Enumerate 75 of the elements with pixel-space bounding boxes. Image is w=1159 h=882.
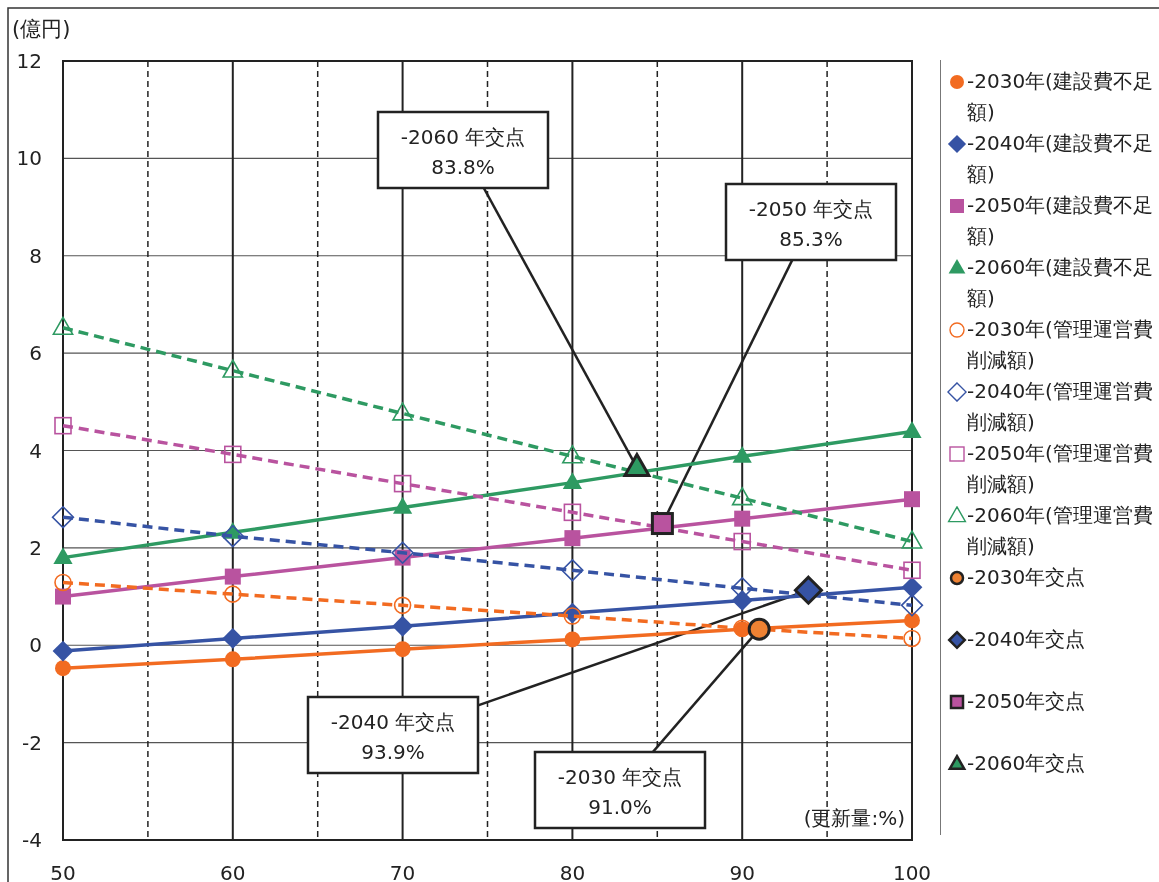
point (392, 615, 413, 637)
point (734, 510, 751, 527)
x-tick-label: 90 (729, 861, 755, 882)
point (901, 530, 923, 549)
x-tick-label: 50 (50, 861, 76, 882)
point (902, 421, 922, 438)
point (391, 541, 414, 564)
y-tick-label: -4 (22, 828, 42, 852)
y-tick-label: 0 (29, 633, 42, 658)
x-tick-label: 60 (220, 861, 246, 882)
point (731, 590, 753, 611)
point (562, 472, 582, 490)
point (51, 506, 75, 529)
point (54, 573, 72, 592)
annotation: -2040 年交点 93.9% (330, 710, 456, 764)
point (224, 651, 241, 668)
x-axis-title: (更新量:%) (803, 806, 905, 830)
legend-label: -2060年交点 (967, 750, 1086, 777)
legend-label: -2030年(建設費不足額) (967, 68, 1154, 126)
point (562, 445, 583, 464)
point (392, 402, 413, 421)
annotation: -2030 年交点 91.0% (557, 765, 683, 819)
y-tick-label: -2 (22, 730, 42, 755)
annotation: -2060 年交点 83.8% (400, 125, 526, 179)
legend-label: -2050年交点 (967, 688, 1086, 715)
x-tick-label: 80 (559, 861, 586, 882)
point (563, 607, 582, 625)
legend-label: -2050年(建設費不足額) (967, 192, 1154, 250)
point (904, 612, 920, 629)
point (901, 576, 923, 598)
point (222, 628, 244, 649)
point (54, 416, 72, 435)
point (224, 568, 241, 585)
point (904, 491, 920, 508)
legend-label: -2030年交点 (967, 564, 1086, 591)
point (731, 487, 753, 506)
legend-label: -2040年交点 (967, 626, 1086, 653)
x-tick-label: 100 (892, 861, 932, 882)
point (224, 585, 242, 603)
legend-label: -2040年(建設費不足額) (967, 130, 1154, 188)
y-tick-label: 8 (29, 243, 42, 268)
point (393, 497, 413, 514)
point (222, 359, 244, 378)
point (53, 547, 73, 565)
y-tick-label: 2 (29, 535, 42, 560)
point (52, 316, 74, 336)
point (393, 596, 412, 615)
point (55, 660, 71, 677)
point (903, 561, 921, 580)
point (564, 530, 581, 547)
y-tick-label: 12 (16, 49, 42, 73)
point (563, 503, 582, 522)
x-tick-label: 70 (389, 861, 416, 882)
point (55, 588, 71, 605)
point (900, 594, 924, 617)
annotation: -2050 年交点 85.3% (748, 197, 874, 251)
y-tick-label: 4 (29, 438, 42, 463)
point (732, 445, 752, 463)
point (733, 532, 751, 551)
point (224, 445, 242, 464)
point (221, 524, 244, 548)
point (393, 474, 412, 493)
y-tick-label: 10 (16, 146, 42, 171)
point (394, 641, 411, 658)
legend-label: -2060年(管理運営費削減額) (967, 502, 1154, 560)
point (52, 640, 74, 662)
legend-label: -2040年(管理運営費削減額) (967, 378, 1154, 436)
y-axis-title: (億円) (12, 17, 71, 41)
y-tick-label: 6 (29, 341, 42, 366)
point (564, 631, 581, 648)
legend-label: -2030年(管理運営費削減額) (967, 316, 1154, 374)
legend-label: -2060年(建設費不足額) (967, 254, 1154, 312)
point (561, 559, 584, 582)
legend-label: -2050年(管理運営費削減額) (967, 440, 1154, 498)
point (903, 629, 921, 648)
